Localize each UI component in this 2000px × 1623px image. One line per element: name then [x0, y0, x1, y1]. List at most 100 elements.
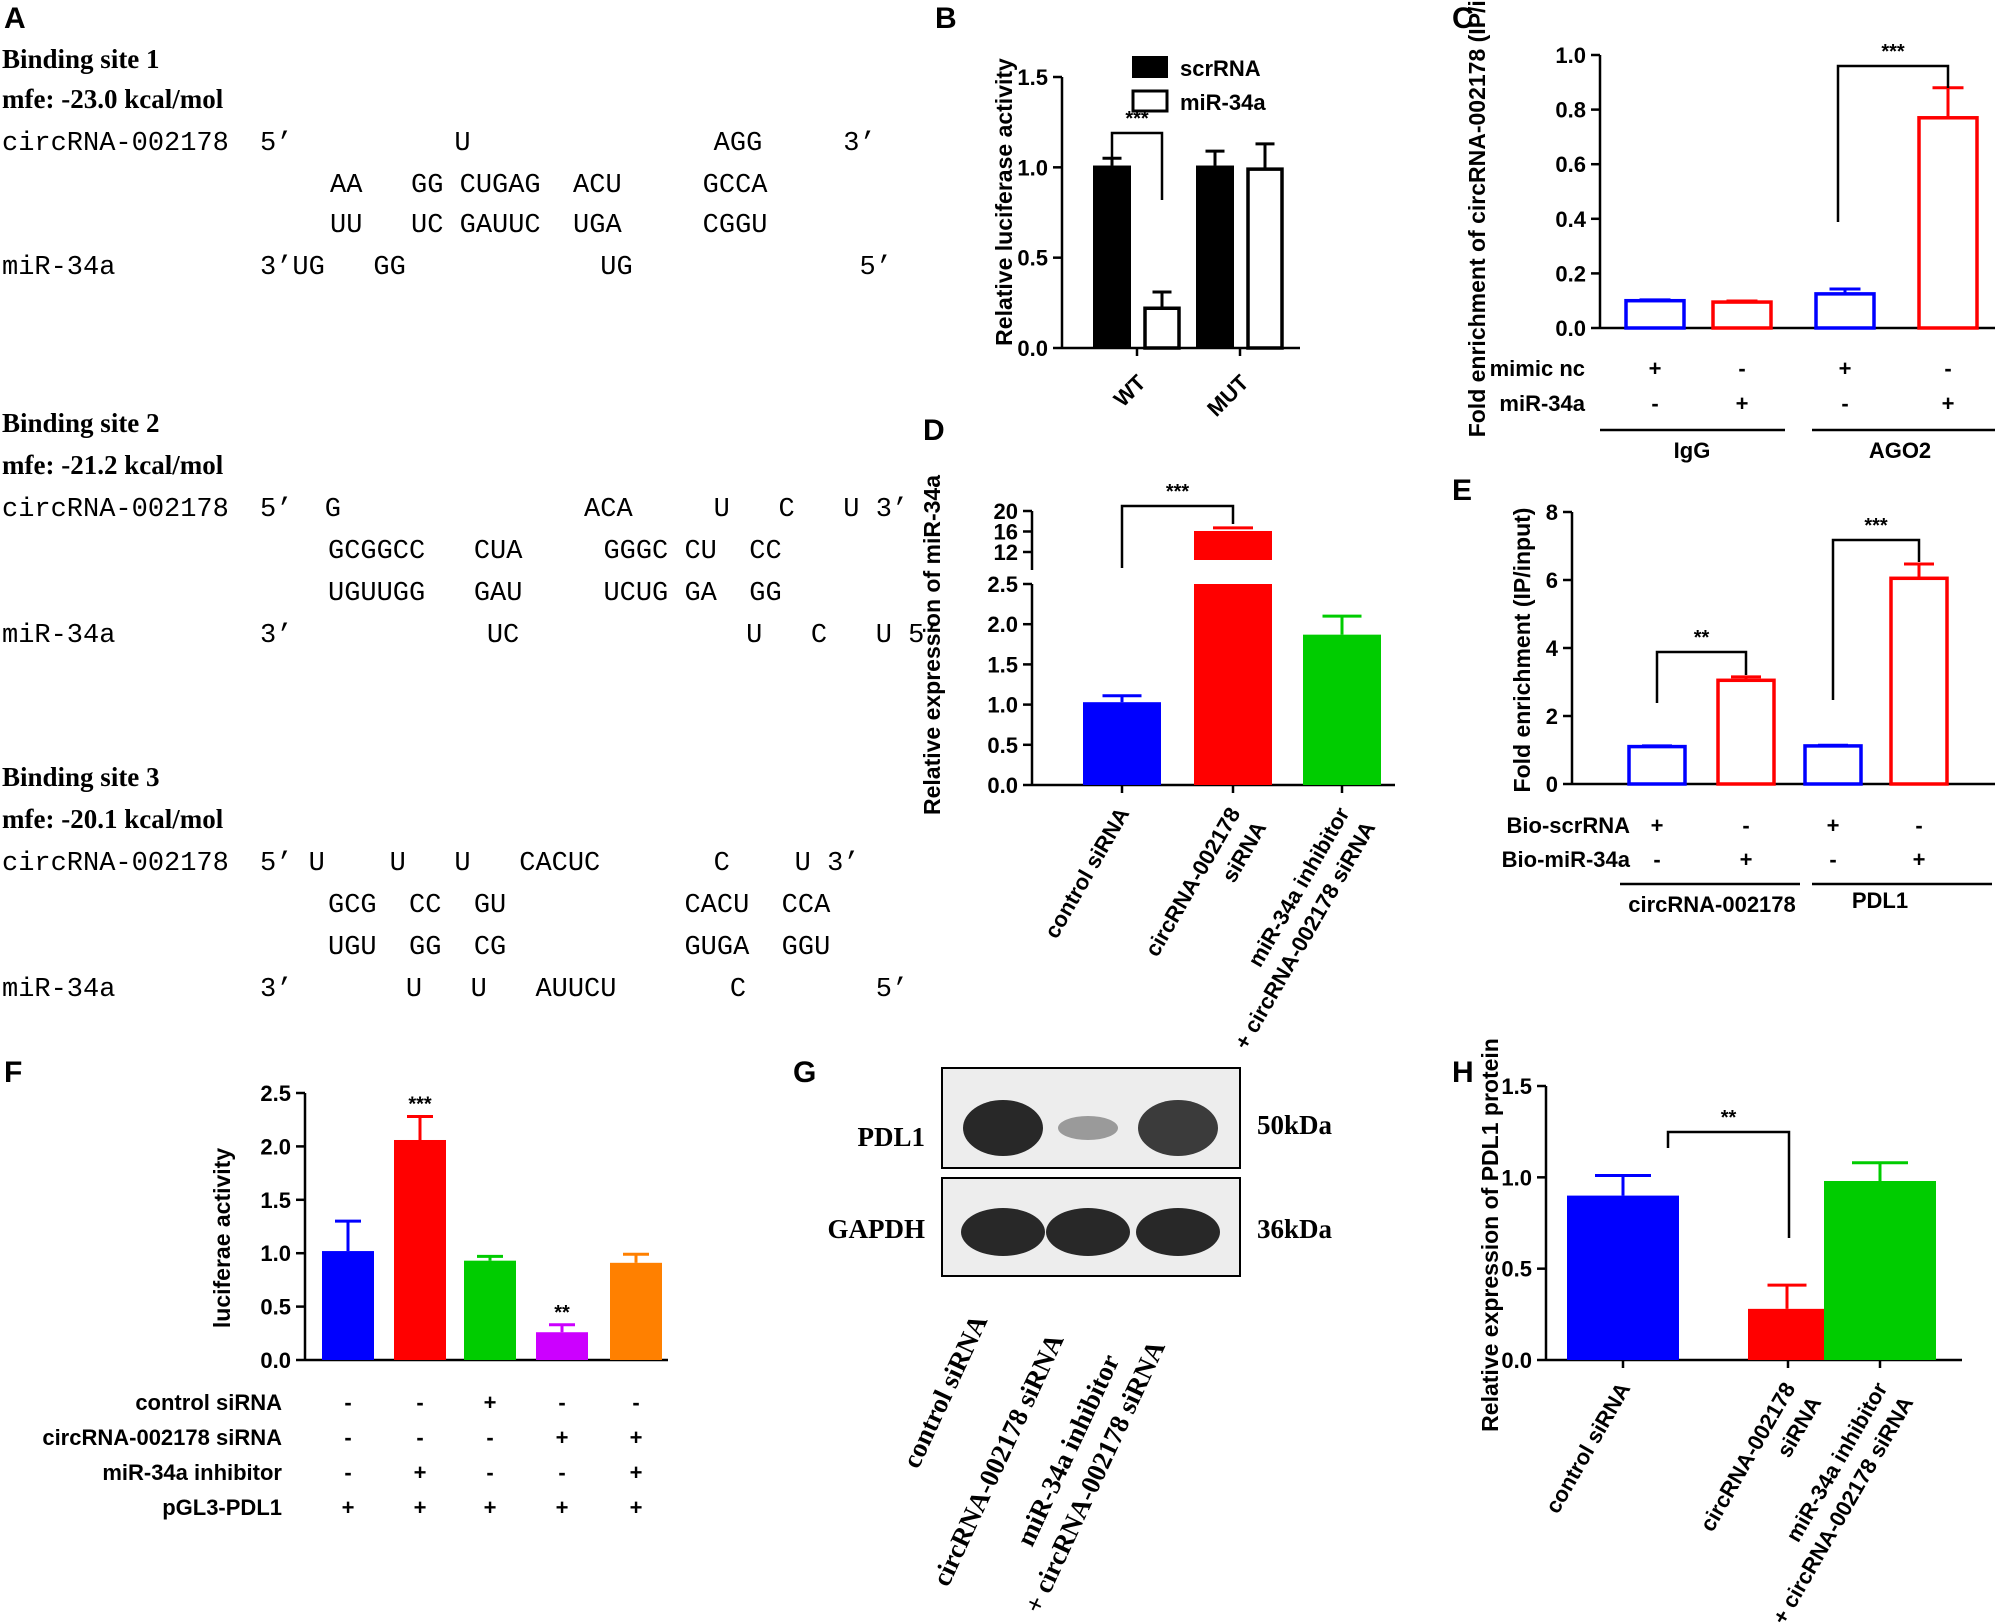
condition-label: Bio-miR-34a — [1502, 847, 1631, 872]
condition-mark: - — [1738, 356, 1745, 381]
panel-letter-d: D — [923, 414, 945, 447]
group-label: circRNA-002178 — [1628, 892, 1796, 917]
blot-band — [961, 1208, 1045, 1256]
x-tick-label: control siRNA — [1039, 803, 1134, 943]
y-tick-label: 1.5 — [987, 652, 1018, 677]
y-axis-label: Relative expression of miR-34a — [919, 475, 945, 815]
condition-mark: + — [414, 1495, 427, 1520]
legend-label-scrrna: scrRNA — [1180, 56, 1261, 81]
pair-bottom: UU UC GAUUC UGA CGGU — [330, 211, 767, 241]
bar — [1814, 292, 1876, 330]
panel-letter-h: H — [1452, 1056, 1474, 1089]
y-tick-label: 0.0 — [1017, 336, 1048, 361]
panel-g: G PDL1 GAPDH 50kDa 36kDa control siRNA c… — [793, 1056, 1333, 1618]
significance-label: ** — [1721, 1107, 1737, 1129]
binding-site-1: Binding site 1 mfe: -23.0 kcal/mol circR… — [2, 44, 892, 283]
bar — [1803, 744, 1863, 786]
significance-label: *** — [1881, 41, 1905, 63]
condition-mark: - — [344, 1460, 351, 1485]
circrna-label: circRNA-002178 — [2, 849, 229, 879]
panel-f: F luciferae activity 0.0 0.5 1.0 1.5 2.0 2.5 *… — [4, 1056, 668, 1520]
circrna-label: circRNA-002178 — [2, 129, 229, 159]
bar — [394, 1139, 446, 1360]
bar — [1194, 530, 1272, 560]
bar — [1748, 1308, 1826, 1360]
condition-mark: - — [1829, 847, 1836, 872]
site-mfe: mfe: -20.1 kcal/mol — [2, 804, 224, 834]
condition-mark: + — [556, 1495, 569, 1520]
y-axis-label: luciferae activity — [209, 1148, 235, 1328]
pair-bottom: UGUUGG GAU UCUG GA GG — [328, 579, 782, 609]
y-tick-label: 0.0 — [260, 1348, 291, 1373]
condition-mark: - — [1651, 391, 1658, 416]
condition-mark: - — [416, 1425, 423, 1450]
condition-mark: + — [556, 1425, 569, 1450]
condition-mark: + — [630, 1425, 643, 1450]
blot-row-label-gapdh: GAPDH — [828, 1214, 926, 1244]
condition-mark: - — [1841, 391, 1848, 416]
y-tick-label: 0.0 — [1555, 316, 1586, 341]
y-tick-label: 1.5 — [1501, 1074, 1532, 1099]
condition-mark: - — [632, 1390, 639, 1415]
significance-label: *** — [1166, 481, 1190, 503]
y-tick-label: 8 — [1546, 500, 1558, 525]
bar — [1246, 167, 1284, 350]
condition-mark: - — [558, 1460, 565, 1485]
significance-label: ** — [554, 1302, 570, 1324]
condition-mark: - — [486, 1425, 493, 1450]
x-tick-label: control siRNA — [1540, 1378, 1635, 1518]
mirna-label: miR-34a — [2, 621, 115, 651]
mirna-sequence: 3’ UC U C U 5’ — [260, 621, 941, 651]
panel-e: E Fold enrichment (IP/input) 02468*****B… — [1452, 474, 1995, 917]
panel-letter-g: G — [793, 1056, 816, 1089]
bar — [322, 1251, 374, 1360]
condition-mark: + — [1942, 391, 1955, 416]
circrna-sequence: 5’ G ACA U C U 3’ — [260, 495, 908, 525]
y-tick-label: 2.0 — [260, 1134, 291, 1159]
y-tick-label: 12 — [994, 540, 1018, 565]
condition-mark: + — [1913, 847, 1926, 872]
plot-area: 0.00.51.01.5**control siRNA circRNA-00217… — [1501, 1074, 1962, 1623]
panel-c: C Fold enrichment of circRNA-002178 (IP/… — [1452, 0, 1995, 463]
y-tick-label: 0.5 — [260, 1295, 291, 1320]
pair-top: GCGGCC CUA GGGC CU CC — [328, 537, 782, 567]
binding-site-2: Binding site 2 mfe: -21.2 kcal/mol circR… — [2, 408, 941, 651]
panel-d: D Relative expression of miR-34a 0.0 0.5 1… — [919, 414, 1395, 1053]
panel-h: H Relative expression of PDL1 protein 0.… — [1452, 1038, 1962, 1623]
group-label: IgG — [1674, 438, 1711, 463]
panel-b: B Relative luciferase activity 0.0 0.5 1.0… — [935, 2, 1300, 421]
significance-bracket — [1120, 504, 1235, 568]
mirna-sequence: 3’UG GG UG 5’ — [260, 253, 892, 283]
y-tick-label: 0.8 — [1555, 98, 1586, 123]
bar — [1143, 306, 1181, 350]
bar — [1716, 678, 1776, 786]
panel-letter-c: C — [1452, 2, 1474, 35]
condition-mark: + — [1736, 391, 1749, 416]
condition-label: pGL3-PDL1 — [162, 1495, 282, 1520]
bar — [1083, 702, 1161, 785]
condition-mark: - — [416, 1390, 423, 1415]
blot-row-label-pdl1: PDL1 — [858, 1122, 926, 1152]
y-tick-label: 1.0 — [260, 1241, 291, 1266]
y-tick-label: 1.0 — [987, 693, 1018, 718]
condition-label: mimic nc — [1490, 356, 1585, 381]
condition-label: Bio-scrRNA — [1507, 813, 1631, 838]
legend: scrRNA miR-34a — [1131, 56, 1266, 115]
panel-letter-e: E — [1452, 474, 1472, 507]
condition-label: miR-34a inhibitor — [102, 1460, 282, 1485]
bar — [1567, 1195, 1679, 1360]
pair-top: GCG CC GU CACU CCA — [328, 891, 831, 921]
condition-mark: - — [558, 1390, 565, 1415]
significance-label: *** — [408, 1093, 432, 1115]
panel-a: A Binding site 1 mfe: -23.0 kcal/mol cir… — [2, 2, 941, 1005]
y-tick-label: 6 — [1546, 568, 1558, 593]
condition-mark: + — [1649, 356, 1662, 381]
y-tick-label: 0.0 — [987, 773, 1018, 798]
panel-letter-f: F — [4, 1056, 22, 1089]
condition-mark: + — [1651, 813, 1664, 838]
condition-mark: - — [486, 1460, 493, 1485]
y-axis-label: Relative luciferase activity — [991, 58, 1017, 346]
y-tick-label: 2.5 — [260, 1081, 291, 1106]
